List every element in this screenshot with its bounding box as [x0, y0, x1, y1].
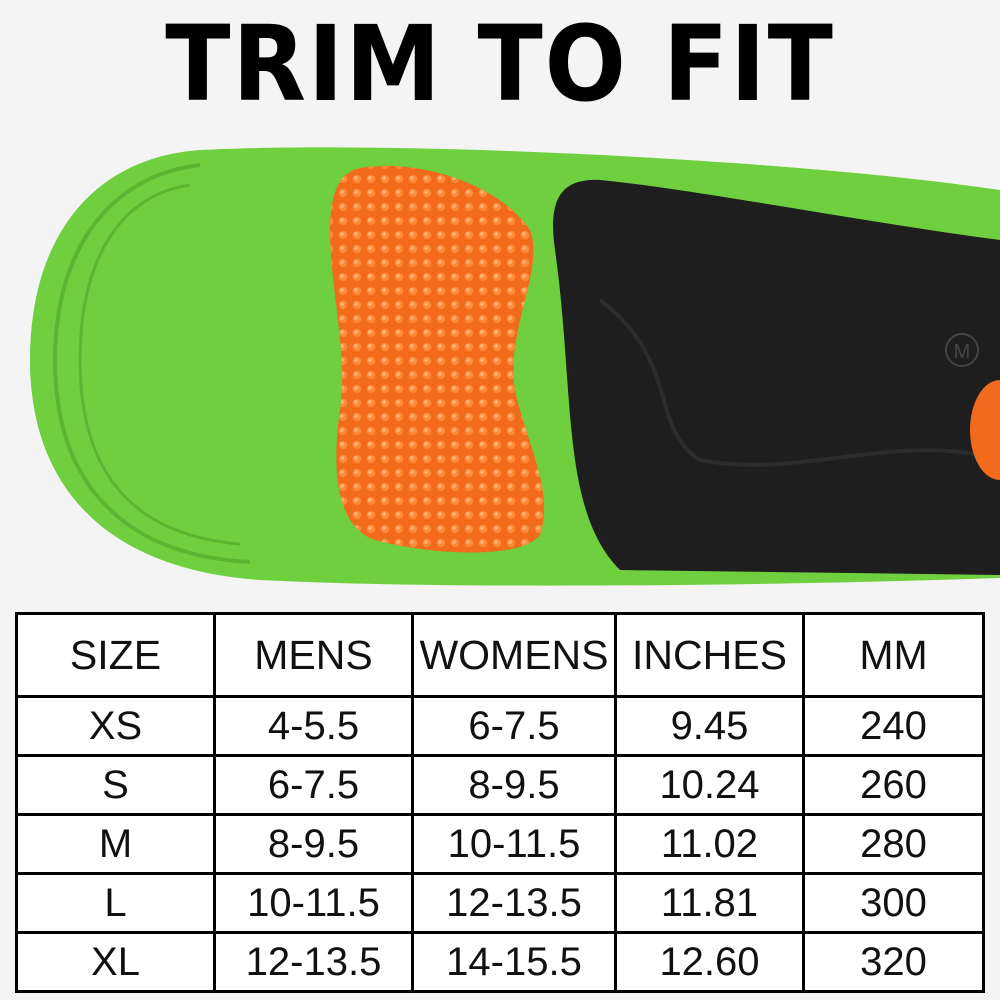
cell-size: L — [15, 872, 216, 934]
cell-mens: 10-11.5 — [213, 872, 414, 934]
header-size: SIZE — [15, 612, 216, 698]
cell-mm: 240 — [802, 695, 985, 757]
header-mm: MM — [802, 612, 985, 698]
cell-mens: 12-13.5 — [213, 931, 414, 993]
cell-womens: 12-13.5 — [411, 872, 617, 934]
header-womens: WOMENS — [411, 612, 617, 698]
cell-mens: 6-7.5 — [213, 754, 414, 816]
table-row: XL 12-13.5 14-15.5 12.60 320 — [15, 931, 985, 993]
cell-mm: 320 — [802, 931, 985, 993]
cell-mens: 8-9.5 — [213, 813, 414, 875]
insole-image: M — [30, 147, 1000, 586]
table-row: S 6-7.5 8-9.5 10.24 260 — [15, 754, 985, 816]
title: TRIM TO FIT — [165, 3, 835, 125]
cell-mm: 300 — [802, 872, 985, 934]
arch-support — [553, 179, 1000, 575]
cell-size: M — [15, 813, 216, 875]
cell-inches: 11.02 — [614, 813, 805, 875]
table-row: M 8-9.5 10-11.5 11.02 280 — [15, 813, 985, 875]
cell-inches: 11.81 — [614, 872, 805, 934]
insole-rim — [52, 163, 251, 564]
header-mens: MENS — [213, 612, 414, 698]
cell-size: XL — [15, 931, 216, 993]
table-row: L 10-11.5 12-13.5 11.81 300 — [15, 872, 985, 934]
cell-womens: 8-9.5 — [411, 754, 617, 816]
cell-womens: 10-11.5 — [411, 813, 617, 875]
cell-inches: 9.45 — [614, 695, 805, 757]
cell-inches: 10.24 — [614, 754, 805, 816]
cell-womens: 14-15.5 — [411, 931, 617, 993]
table-row: XS 4-5.5 6-7.5 9.45 240 — [15, 695, 985, 757]
header-inches: INCHES — [614, 612, 805, 698]
size-mark — [945, 333, 979, 367]
cell-size: S — [15, 754, 216, 816]
forefoot-pad — [970, 380, 1000, 480]
cell-womens: 6-7.5 — [411, 695, 617, 757]
cell-mm: 260 — [802, 754, 985, 816]
size-mark-text: M — [954, 341, 971, 363]
table-header-row: SIZE MENS WOMENS INCHES MM — [15, 612, 985, 698]
size-chart-table: SIZE MENS WOMENS INCHES MM XS 4-5.5 6-7.… — [15, 612, 985, 993]
cell-inches: 12.60 — [614, 931, 805, 993]
cell-size: XS — [15, 695, 216, 757]
cell-mm: 280 — [802, 813, 985, 875]
cell-mens: 4-5.5 — [213, 695, 414, 757]
